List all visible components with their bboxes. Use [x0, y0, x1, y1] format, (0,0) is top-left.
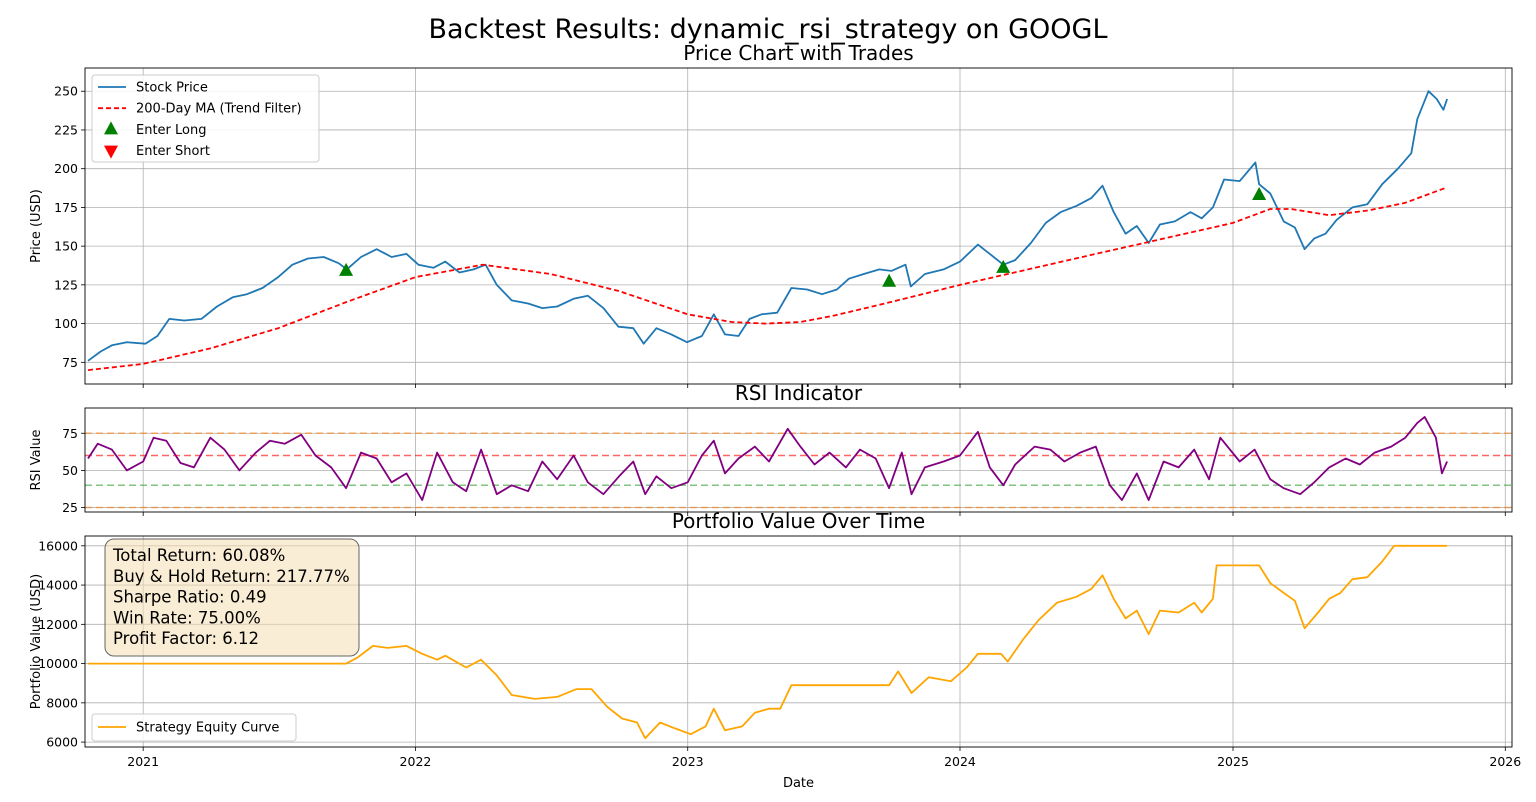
legend-label: Enter Short	[136, 144, 210, 159]
y-axis-label: Portfolio Value (USD)	[29, 574, 44, 709]
axes-frame	[84, 407, 1513, 513]
trade-marker	[996, 259, 1011, 273]
y-tick-label: 16000	[38, 538, 78, 553]
x-tick-label: 2025	[1217, 754, 1249, 769]
x-tick: 2022	[400, 754, 432, 769]
y-tick-label: 100	[54, 316, 78, 331]
stats-line: Buy & Hold Return: 217.77%	[113, 567, 350, 586]
y-tick: 75	[62, 355, 78, 370]
trade-marker	[339, 262, 354, 276]
y-tick: 25	[62, 500, 78, 515]
panel-title: Price Chart with Trades	[683, 41, 913, 65]
legend-swatch	[104, 145, 118, 159]
panel-title: Portfolio Value Over Time	[672, 509, 925, 533]
legend: Stock Price 200-Day MA (Trend Filter) Ente…	[91, 74, 320, 163]
series-line-1	[87, 90, 1448, 362]
panel-2: 25 50 75 RSI Indicator RSI Value	[29, 381, 1513, 516]
panel-title: RSI Indicator	[735, 381, 863, 405]
legend: Strategy Equity Curve	[91, 713, 297, 742]
legend-label: Strategy Equity Curve	[136, 721, 279, 736]
plot-area	[87, 90, 1448, 371]
plot-area	[88, 544, 1448, 740]
y-tick-label: 8000	[46, 695, 78, 710]
y-tick-label: 25	[62, 500, 78, 515]
y-tick-label: 6000	[46, 735, 78, 750]
trade-marker	[882, 273, 897, 287]
y-tick: 10000	[38, 656, 78, 671]
y-tick: 175	[54, 200, 78, 215]
x-tick-label: 2023	[672, 754, 704, 769]
y-axis-label: RSI Value	[29, 430, 44, 491]
series-line-2	[87, 186, 1448, 371]
legend-swatch	[104, 121, 118, 135]
x-tick: 2026	[1489, 754, 1521, 769]
stats-box: Total Return: 60.08% Buy & Hold Return: 2…	[104, 538, 360, 657]
y-tick-label: 225	[54, 122, 78, 137]
series-line-1	[88, 544, 1448, 740]
stats-line: Total Return: 60.08%	[112, 546, 285, 565]
stats-line: Sharpe Ratio: 0.49	[113, 588, 267, 607]
legend-box	[91, 74, 320, 163]
y-tick: 16000	[38, 538, 78, 553]
y-tick-label: 200	[54, 161, 78, 176]
y-axis-label: Price (USD)	[29, 189, 44, 263]
y-tick-label: 250	[54, 84, 78, 99]
y-tick: 125	[54, 277, 78, 292]
x-tick: 2024	[944, 754, 976, 769]
y-tick: 250	[54, 84, 78, 99]
y-tick: 150	[54, 239, 78, 254]
y-tick: 6000	[46, 735, 78, 750]
x-tick: 2023	[672, 754, 704, 769]
axes-frame	[84, 535, 1513, 748]
y-tick: 75	[62, 426, 78, 441]
stats-line: Profit Factor: 6.12	[113, 629, 259, 648]
x-tick-label: 2024	[944, 754, 976, 769]
x-tick-label: 2021	[127, 754, 159, 769]
x-tick: 2021	[127, 754, 159, 769]
series-line-1	[87, 416, 1448, 501]
y-tick: 200	[54, 161, 78, 176]
x-tick: 2025	[1217, 754, 1249, 769]
y-tick-label: 150	[54, 239, 78, 254]
legend-label: Stock Price	[136, 81, 208, 96]
panel-1: 75 100 125 150 175 200 225 250 Price Chart with …	[29, 41, 1513, 388]
y-tick-label: 12000	[38, 617, 78, 632]
legend-box	[91, 713, 297, 742]
y-tick: 14000	[38, 578, 78, 593]
axes-frame	[84, 67, 1513, 385]
figure-title: Backtest Results: dynamic_rsi_strategy o…	[428, 14, 1107, 45]
x-tick-label: 2022	[400, 754, 432, 769]
y-tick: 50	[62, 463, 78, 478]
panel-3: 6000 8000 10000 12000 14000 16000 Portfolio Va…	[29, 509, 1521, 791]
legend-label: Enter Long	[136, 123, 206, 138]
plot-area	[87, 416, 1448, 501]
y-tick: 12000	[38, 617, 78, 632]
stats-background	[104, 538, 360, 657]
trade-marker	[1252, 187, 1267, 201]
y-tick: 8000	[46, 695, 78, 710]
legend-label: 200-Day MA (Trend Filter)	[136, 102, 302, 117]
y-tick-label: 14000	[38, 578, 78, 593]
y-tick-label: 175	[54, 200, 78, 215]
y-tick-label: 10000	[38, 656, 78, 671]
stats-line: Win Rate: 75.00%	[113, 608, 261, 627]
x-axis-label: Date	[783, 776, 814, 791]
y-tick-label: 50	[62, 463, 78, 478]
y-tick-label: 75	[62, 355, 78, 370]
y-tick-label: 125	[54, 277, 78, 292]
x-tick-label: 2026	[1489, 754, 1521, 769]
y-tick: 225	[54, 122, 78, 137]
y-tick: 100	[54, 316, 78, 331]
y-tick-label: 75	[62, 426, 78, 441]
